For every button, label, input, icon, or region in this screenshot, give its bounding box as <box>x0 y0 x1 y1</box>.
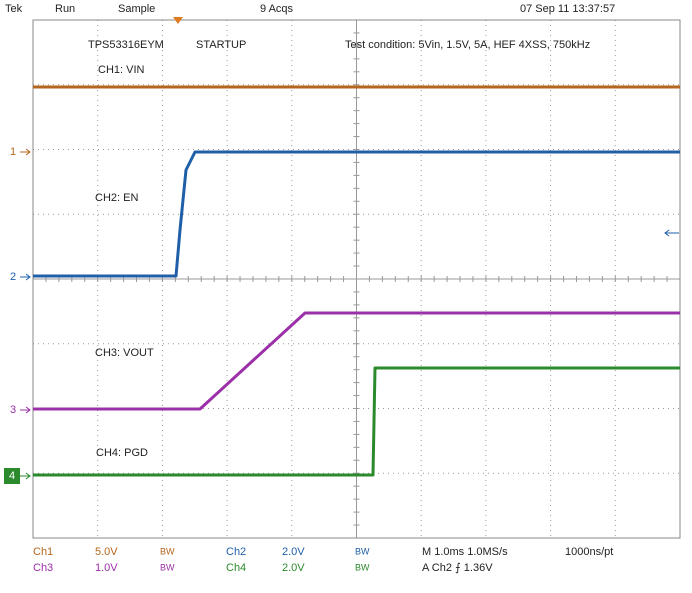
graticule <box>32 19 680 539</box>
timestamp: 07 Sep 11 13:37:57 <box>520 3 615 15</box>
channel-marker: 4 <box>9 470 15 482</box>
resolution: 1000ns/pt <box>565 546 613 558</box>
timebase: M 1.0ms 1.0MS/s <box>422 546 508 558</box>
bandwidth: BW <box>355 546 370 556</box>
trace-label: CH3: VOUT <box>95 347 154 359</box>
device: TPS53316EYM <box>88 39 164 51</box>
channel-name: Ch2 <box>226 546 246 558</box>
bandwidth: BW <box>160 546 175 556</box>
channel-scale: 2.0V <box>282 562 305 574</box>
acq-mode: Sample <box>118 3 155 15</box>
marker-arrow <box>20 406 31 414</box>
channel-scale: 5.0V <box>95 546 118 558</box>
marker-arrow <box>20 472 31 480</box>
channel-marker-box <box>4 468 20 484</box>
test-condition: Test condition: 5Vin, 1.5V, 5A, HEF 4XSS… <box>345 39 590 51</box>
bandwidth: BW <box>355 562 370 572</box>
graticule-frame <box>32 19 681 539</box>
phase: STARTUP <box>196 39 246 51</box>
channel-marker: 3 <box>10 404 16 416</box>
trace-ch3 <box>33 311 680 411</box>
channel-scale: 2.0V <box>282 546 305 558</box>
channel-name: Ch3 <box>33 562 53 574</box>
marker-arrow <box>20 148 31 156</box>
trigger-level <box>664 229 679 237</box>
trigger-position <box>173 17 183 24</box>
trace-label: CH1: VIN <box>98 64 145 76</box>
marker-arrow <box>20 273 31 281</box>
channel-marker: 1 <box>10 146 16 158</box>
brand: Tek <box>5 3 23 15</box>
channel-name: Ch4 <box>226 562 246 574</box>
acq-count: 9 Acqs <box>260 3 294 15</box>
trace-ch4 <box>33 366 680 477</box>
channel-scale: 1.0V <box>95 562 118 574</box>
channel-name: Ch1 <box>33 546 53 558</box>
run-state: Run <box>55 3 75 15</box>
trigger-setting: A Ch2 ⨍ 1.36V <box>422 562 493 574</box>
trace-ch2 <box>33 150 680 278</box>
trace-label: CH2: EN <box>95 192 138 204</box>
trace-label: CH4: PGD <box>96 447 148 459</box>
bandwidth: BW <box>160 562 175 572</box>
channel-marker: 2 <box>10 271 16 283</box>
